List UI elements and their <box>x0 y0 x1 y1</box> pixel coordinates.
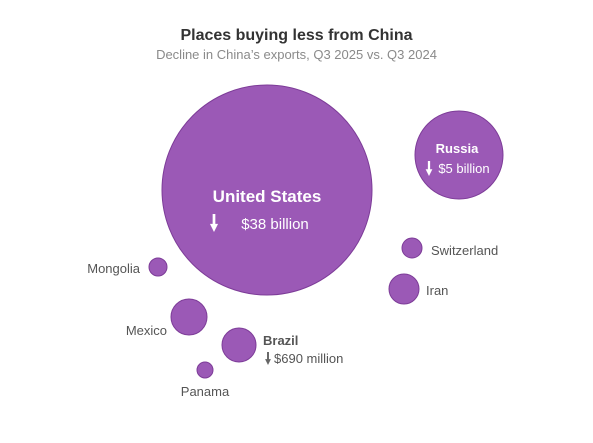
chart-title: Places buying less from China <box>180 27 413 44</box>
bubble-value-united-states: $38 billion <box>241 216 309 233</box>
bubble-mongolia <box>148 257 168 277</box>
bubble-united-states <box>161 84 373 296</box>
down-arrow-icon <box>209 214 219 232</box>
bubble-mexico <box>170 298 208 336</box>
bubble-russia <box>414 110 504 200</box>
bubble-brazil <box>221 327 257 363</box>
bubble-label-iran: Iran <box>426 283 448 298</box>
bubble-label-brazil: Brazil <box>263 333 298 348</box>
bubble-label-mexico: Mexico <box>126 323 167 338</box>
bubble-label-panama: Panama <box>181 384 230 399</box>
bubble-iran <box>388 273 420 305</box>
bubble-label-mongolia: Mongolia <box>87 261 141 276</box>
down-arrow-icon <box>425 161 433 176</box>
bubble-value-russia: $5 billion <box>438 161 489 176</box>
bubble-label-united-states: United States <box>213 187 322 206</box>
bubble-switzerland <box>401 237 423 259</box>
bubble-panama <box>196 361 214 379</box>
bubble-label-russia: Russia <box>436 141 479 156</box>
chart-subtitle: Decline in China’s exports, Q3 2025 vs. … <box>156 47 437 62</box>
bubble-label-switzerland: Switzerland <box>431 243 498 258</box>
bubble-value-brazil: $690 million <box>274 351 343 366</box>
down-arrow-icon <box>265 352 271 365</box>
